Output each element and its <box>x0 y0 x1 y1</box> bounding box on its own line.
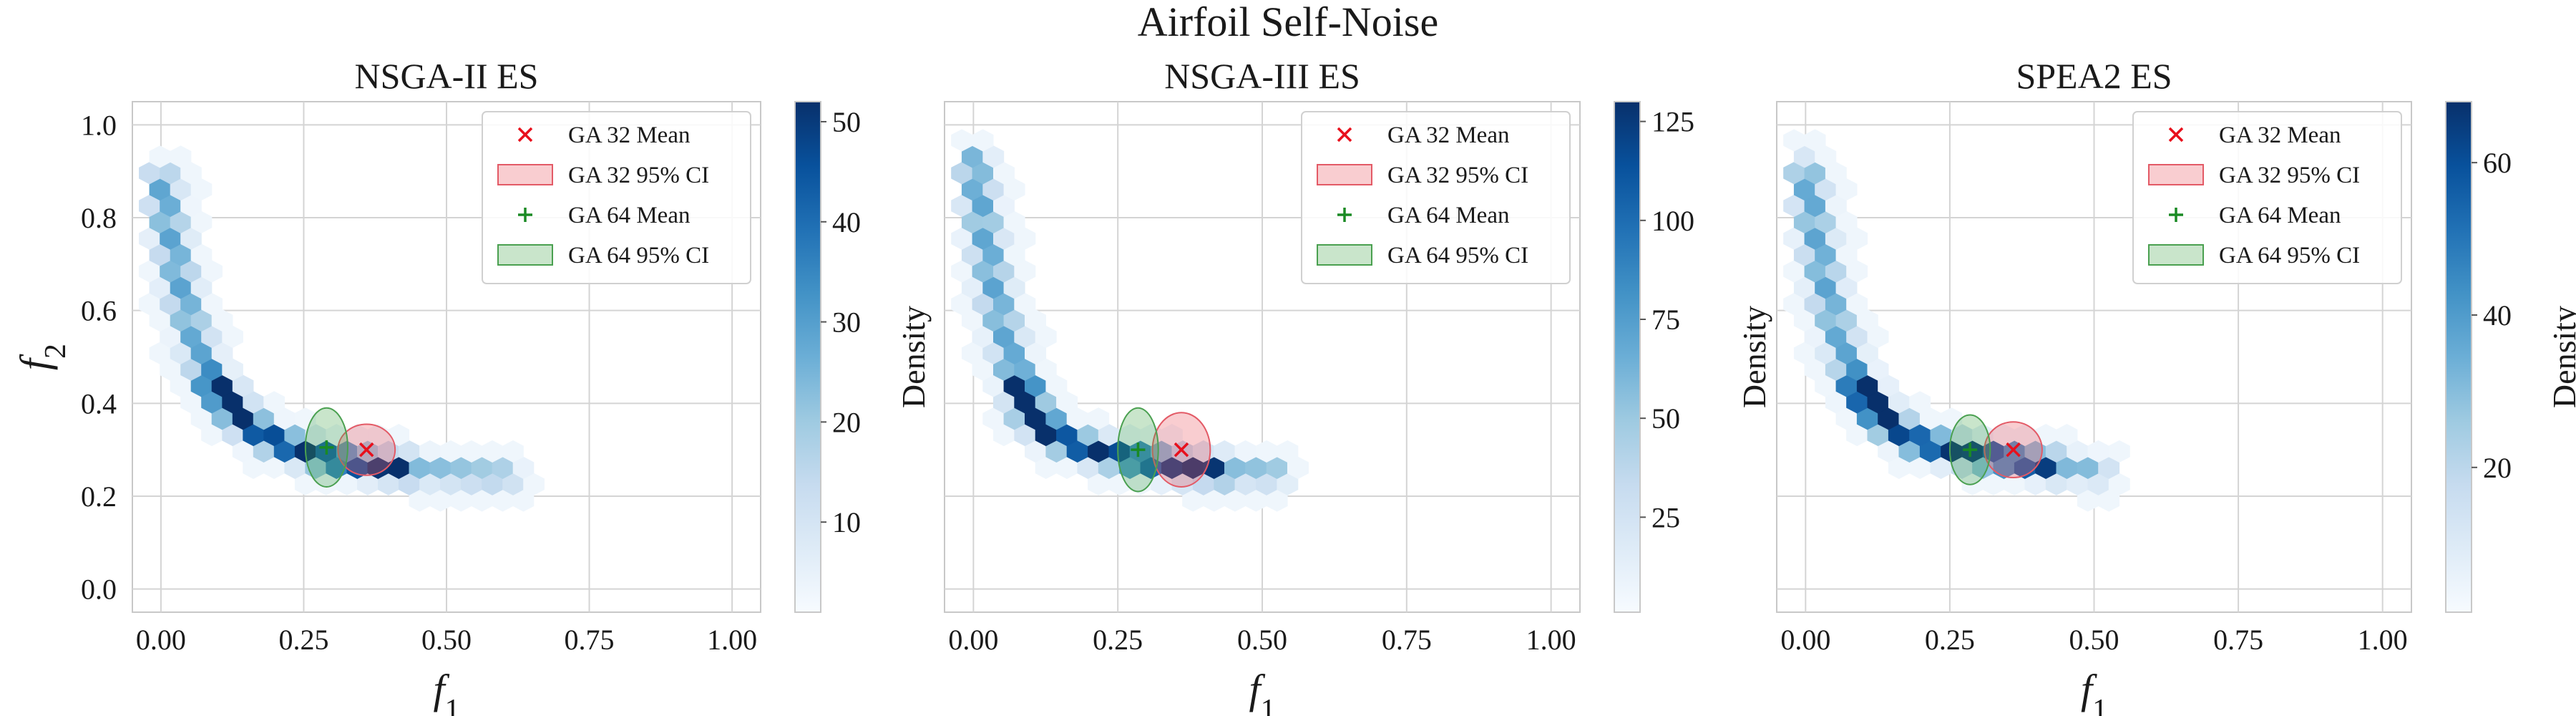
colorbar-tick-label: 100 <box>1652 205 1694 237</box>
legend-label: GA 64 Mean <box>1387 203 1509 228</box>
legend-patch <box>497 244 553 266</box>
legend-patch <box>1317 164 1372 185</box>
ga32-mean-marker <box>1174 442 1189 458</box>
colorbar: 10 20 30 40 50 Density <box>794 101 932 613</box>
colorbar-label: Density <box>895 306 932 408</box>
legend-label: GA 32 95% CI <box>1387 163 1528 188</box>
x-tick-label: 0.50 <box>1237 624 1287 656</box>
y-tick-label: 0.4 <box>81 387 117 420</box>
panel-title: NSGA-II ES <box>355 56 539 96</box>
colorbar: 25 50 75 100 125 Density <box>1614 101 1772 613</box>
panel-title: SPEA2 ES <box>2016 56 2172 96</box>
x-tick-label: 0.75 <box>2213 624 2263 656</box>
legend-patch <box>2148 164 2204 185</box>
legend: GA 32 Mean GA 32 95% CI GA 64 Mean GA 64 95… <box>2132 111 2402 284</box>
legend-box <box>2132 111 2402 284</box>
x-tick-label: 0.00 <box>948 624 998 656</box>
legend-label: GA 32 95% CI <box>568 163 709 188</box>
colorbar: 20 40 60 Density <box>2445 101 2576 613</box>
x-tick-label: 0.50 <box>421 624 472 656</box>
legend-label: GA 64 95% CI <box>1387 243 1528 268</box>
x-tick-label: 1.00 <box>1526 624 1576 656</box>
legend-label: GA 32 Mean <box>1387 122 1509 148</box>
legend-label: GA 64 95% CI <box>568 243 709 268</box>
hexbin-layer <box>139 145 545 512</box>
ga64-mean-marker <box>1963 442 1978 458</box>
colorbar-tick-label: 25 <box>1652 501 1680 533</box>
colorbar-tick-label: 10 <box>832 506 861 538</box>
x-axis-label: f1 <box>1249 666 1275 716</box>
x-tick-label: 0.75 <box>565 624 615 656</box>
legend: GA 32 Mean GA 32 95% CI GA 64 Mean GA 64 95… <box>482 111 751 284</box>
colorbar-tick-label: 75 <box>1652 304 1680 336</box>
hexbin-cell <box>170 145 192 168</box>
colorbar-tick-label: 40 <box>2483 299 2512 332</box>
hexbin-layer <box>1783 129 2130 512</box>
x-axis-label: f1 <box>433 666 459 716</box>
figure-title: Airfoil Self-Noise <box>1138 0 1438 45</box>
panel-title: NSGA-III ES <box>1164 56 1360 96</box>
x-tick-label: 0.00 <box>136 624 186 656</box>
hexbin-cell <box>263 391 286 414</box>
y-tick-label: 1.0 <box>81 109 117 141</box>
panel-3: 0.00 0.25 0.50 0.75 1.00 f1 SPEA2 ES GA 32 Mean… <box>1776 56 2576 716</box>
y-axis-label: f2 <box>11 344 72 370</box>
hexbin-cell <box>1277 440 1299 463</box>
x-tick-label: 1.00 <box>2358 624 2408 656</box>
panel-2: 0.00 0.25 0.50 0.75 1.00 f1 NSGA-III ES GA 32 M… <box>944 56 1772 716</box>
hexbin-cell <box>2056 424 2078 447</box>
legend-patch <box>1317 244 1372 266</box>
x-tick-label: 0.75 <box>1382 624 1432 656</box>
x-tick-label: 0.50 <box>2069 624 2119 656</box>
colorbar-tick-label: 50 <box>832 106 861 138</box>
y-tick-label: 0.8 <box>81 202 117 234</box>
y-tick-label: 0.2 <box>81 480 117 513</box>
hexbin-cell <box>972 129 994 152</box>
hexbin-cell <box>1909 391 1931 414</box>
x-axis-label: f1 <box>2081 666 2107 716</box>
y-tick-label: 0.6 <box>81 295 117 327</box>
colorbar-gradient <box>1614 101 1641 613</box>
colorbar-tick-label: 20 <box>832 406 861 438</box>
ga64-mean-marker <box>319 440 334 455</box>
colorbar-gradient <box>794 101 821 613</box>
x-tick-label: 0.25 <box>1925 624 1975 656</box>
colorbar-tick-label: 40 <box>832 206 861 238</box>
legend-patch <box>2148 244 2204 266</box>
hexbin-cell <box>1804 129 1826 152</box>
colorbar-tick-label: 125 <box>1652 106 1694 138</box>
colorbar-gradient <box>2445 101 2472 613</box>
legend-box <box>482 111 751 284</box>
legend-label: GA 32 Mean <box>2219 122 2341 148</box>
legend-label: GA 64 Mean <box>2219 203 2341 228</box>
ga64-mean-marker <box>1131 442 1146 458</box>
legend-patch <box>497 164 553 185</box>
ga32-mean-marker <box>2006 442 2021 458</box>
colorbar-tick-label: 20 <box>2483 452 2512 484</box>
colorbar-tick-label: 60 <box>2483 147 2512 179</box>
hexbin-cell <box>2108 440 2130 463</box>
hexbin-cell <box>1088 407 1110 430</box>
legend-label: GA 64 95% CI <box>2219 243 2360 268</box>
colorbar-label: Density <box>2546 306 2576 408</box>
colorbar-tick-label: 30 <box>832 306 861 339</box>
panel-1: 0.00 0.25 0.50 0.75 1.00 0.0 0.2 0.4 0.6 0.8 1.0 f1… <box>11 56 932 716</box>
legend-label: GA 64 Mean <box>568 203 690 228</box>
legend-label: GA 32 95% CI <box>2219 163 2360 188</box>
legend: GA 32 Mean GA 32 95% CI GA 64 Mean GA 64 95… <box>1301 111 1571 284</box>
y-tick-label: 0.0 <box>81 574 117 606</box>
hexbin-cell <box>1161 424 1183 447</box>
x-tick-label: 1.00 <box>707 624 757 656</box>
x-tick-label: 0.00 <box>1780 624 1830 656</box>
legend-box <box>1301 111 1571 284</box>
legend-label: GA 32 Mean <box>568 122 690 148</box>
colorbar-tick-label: 50 <box>1652 402 1680 435</box>
hexbin-cell <box>502 440 524 463</box>
colorbar-label: Density <box>1736 306 1772 408</box>
x-tick-label: 0.25 <box>278 624 328 656</box>
ga32-mean-marker <box>359 442 374 458</box>
hexbin-layer <box>951 129 1309 512</box>
x-tick-label: 0.25 <box>1093 624 1143 656</box>
